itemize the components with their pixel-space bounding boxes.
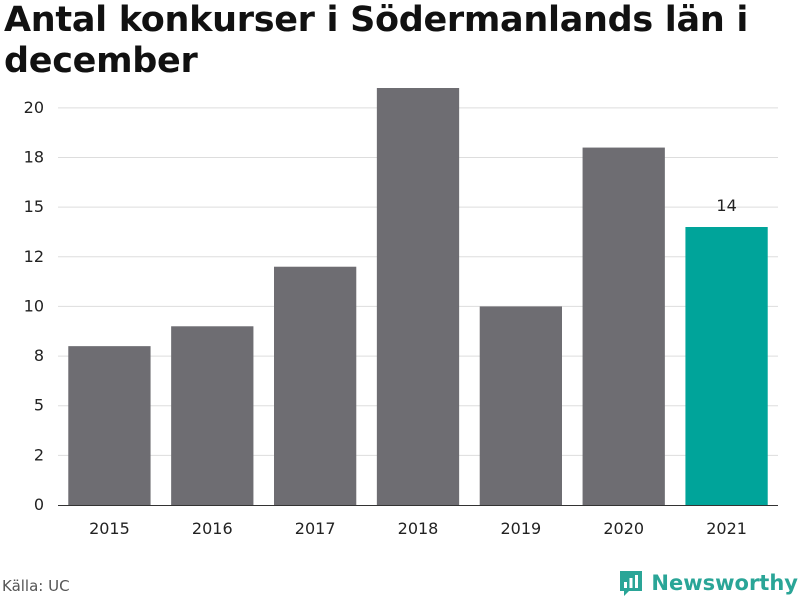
y-tick-label: 20 [24, 98, 44, 117]
data-label: 14 [716, 196, 736, 215]
x-tick-label: 2021 [706, 519, 747, 538]
x-tick-label: 2016 [192, 519, 233, 538]
newsworthy-logo-icon [620, 571, 643, 596]
bar-2018 [376, 88, 460, 505]
brand-name: Newsworthy [651, 571, 798, 595]
bar-2017 [274, 266, 357, 505]
x-axis-tick-labels: 2015 2016 2017 2018 2019 2020 2021 [89, 519, 747, 538]
bars [68, 88, 768, 506]
y-tick-label: 10 [24, 296, 44, 315]
y-tick-label: 12 [24, 247, 44, 266]
y-tick-label: 15 [24, 197, 44, 216]
y-axis-tick-labels: 0 2 5 8 10 12 15 18 20 [24, 98, 44, 514]
bar-2020 [582, 147, 665, 506]
x-tick-label: 2015 [89, 519, 130, 538]
source-note: Källa: UC [2, 577, 70, 595]
y-tick-label: 5 [34, 396, 44, 415]
x-tick-label: 2017 [295, 519, 336, 538]
x-tick-label: 2020 [603, 519, 644, 538]
y-tick-label: 8 [34, 346, 44, 365]
bar-2021 [685, 227, 768, 505]
data-labels: 14 [716, 196, 736, 215]
y-tick-label: 18 [24, 148, 44, 167]
brand-logo: Newsworthy [618, 568, 798, 598]
x-tick-label: 2019 [500, 519, 541, 538]
bar-2016 [171, 326, 254, 505]
x-tick-label: 2018 [398, 519, 439, 538]
y-tick-label: 0 [34, 495, 44, 514]
y-tick-label: 2 [34, 445, 44, 464]
bar-2015 [68, 346, 151, 505]
bar-2019 [479, 306, 562, 505]
chart-title: Antal konkurser i Södermanlands län i de… [4, 0, 749, 81]
